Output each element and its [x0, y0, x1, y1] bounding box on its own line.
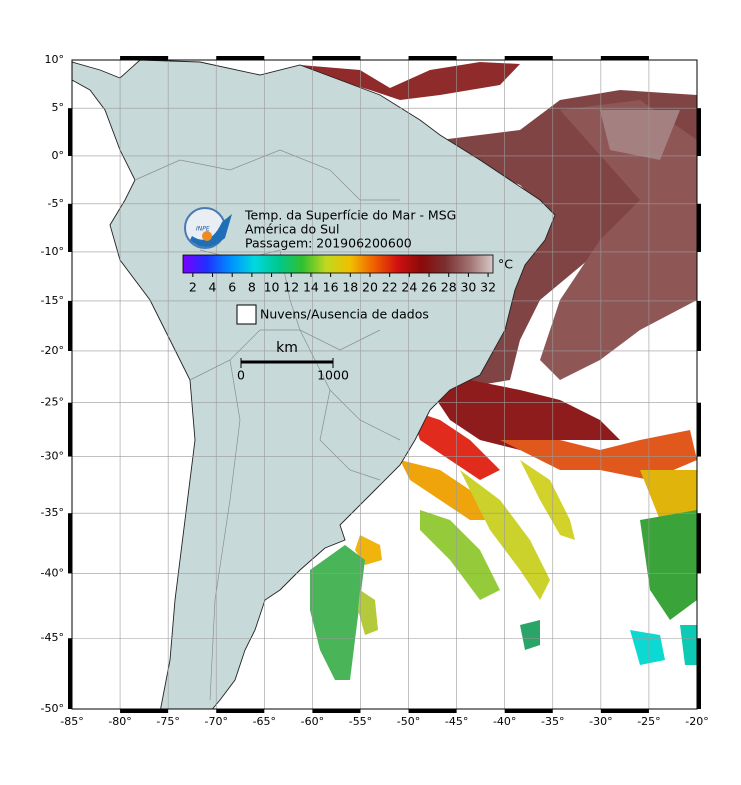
colorbar-tick-label: 8: [248, 280, 256, 295]
frame-bar: [68, 638, 72, 709]
frame-bar: [697, 300, 701, 351]
lon-tick-label: -40°: [493, 715, 516, 728]
lon-tick-label: -35°: [541, 715, 564, 728]
lon-tick-label: -50°: [397, 715, 420, 728]
lat-tick-label: -5°: [48, 197, 64, 210]
frame-bar: [216, 56, 265, 60]
map-frame: [71, 59, 698, 710]
logo-text: INPE: [196, 226, 210, 233]
lat-tick-label: -25°: [41, 396, 64, 409]
scale-tick-label: 0: [237, 368, 245, 383]
frame-bar: [600, 709, 649, 713]
frame-bar: [408, 709, 457, 713]
cloud-swatch: [236, 304, 257, 325]
lon-tick-label: -75°: [156, 715, 179, 728]
frame-bar: [68, 108, 72, 156]
lat-tick-label: -15°: [41, 294, 64, 307]
frame-bar: [68, 203, 72, 252]
lon-tick-label: -65°: [253, 715, 276, 728]
logo-swoosh: [190, 214, 232, 248]
frame-bar: [504, 56, 553, 60]
lat-tick-label: -40°: [41, 566, 64, 579]
colorbar-tick-label: 32: [480, 280, 496, 295]
lon-tick-label: -60°: [301, 715, 324, 728]
frame-bar: [697, 402, 701, 457]
colorbar-tick-label: 26: [421, 280, 437, 295]
map-body: [72, 60, 697, 709]
legend-title-line: América do Sul: [245, 222, 339, 237]
frame-bars: [68, 56, 701, 713]
lat-tick-label: 0°: [52, 149, 65, 162]
frame-bar: [697, 638, 701, 709]
frame-bar: [408, 56, 457, 60]
lon-tick-label: -20°: [685, 715, 708, 728]
colorbar: [182, 254, 494, 274]
frame-bar: [600, 56, 649, 60]
legend: INPE Temp. da Superfície do Mar - MSG Am…: [182, 207, 513, 383]
colorbar-tick-label: 16: [323, 280, 339, 295]
colorbar-tick-label: 20: [362, 280, 378, 295]
lon-tick-label: -80°: [108, 715, 131, 728]
colorbar-tick-label: 14: [303, 280, 319, 295]
colorbar-tick-label: 12: [283, 280, 299, 295]
legend-title-line: Temp. da Superfície do Mar - MSG: [244, 208, 456, 223]
lon-tick-label: -30°: [589, 715, 612, 728]
frame-bar: [697, 513, 701, 574]
colorbar-tick-label: 24: [401, 280, 417, 295]
colorbar-tick-label: 2: [189, 280, 197, 295]
lat-tick-label: 5°: [52, 101, 65, 114]
frame-bar: [120, 56, 169, 60]
lat-tick-label: -50°: [41, 702, 64, 715]
lon-tick-label: -25°: [637, 715, 660, 728]
colorbar-unit: °C: [498, 257, 513, 272]
frame-bar: [68, 513, 72, 574]
frame-bar: [697, 203, 701, 252]
country-borders: [134, 149, 401, 701]
scale-unit: km: [276, 340, 298, 356]
lat-tick-label: -10°: [41, 245, 64, 258]
frame-bar: [68, 402, 72, 457]
lat-tick-label: 10°: [45, 53, 65, 66]
lon-tick-label: -55°: [349, 715, 372, 728]
frame-bar: [120, 709, 169, 713]
lat-tick-label: -20°: [41, 344, 64, 357]
colorbar-tick-label: 22: [382, 280, 398, 295]
frame-bar: [312, 56, 361, 60]
colorbar-tick-label: 28: [441, 280, 457, 295]
lat-tick-label: -35°: [41, 506, 64, 519]
colorbar-tick-label: 4: [209, 280, 217, 295]
logo-sun: [202, 231, 212, 241]
legend-title-line: Passagem: 201906200600: [245, 236, 412, 251]
colorbar-tick-label: 18: [342, 280, 358, 295]
frame-bar: [216, 709, 265, 713]
colorbar-tick-label: 10: [264, 280, 280, 295]
lat-tick-label: -30°: [41, 450, 64, 463]
lon-tick-label: -70°: [204, 715, 227, 728]
frame-bar: [68, 300, 72, 351]
frame-bar: [697, 108, 701, 156]
frame-bar: [504, 709, 553, 713]
colorbar-tick-label: 6: [228, 280, 236, 295]
lon-tick-label: -85°: [60, 715, 83, 728]
frame-bar: [312, 709, 361, 713]
lon-tick-label: -45°: [445, 715, 468, 728]
cloud-label: Nuvens/Ausencia de dados: [260, 307, 429, 322]
colorbar-tick-label: 30: [460, 280, 476, 295]
lat-tick-label: -45°: [41, 631, 64, 644]
scale-tick-label: 1000: [317, 368, 349, 383]
